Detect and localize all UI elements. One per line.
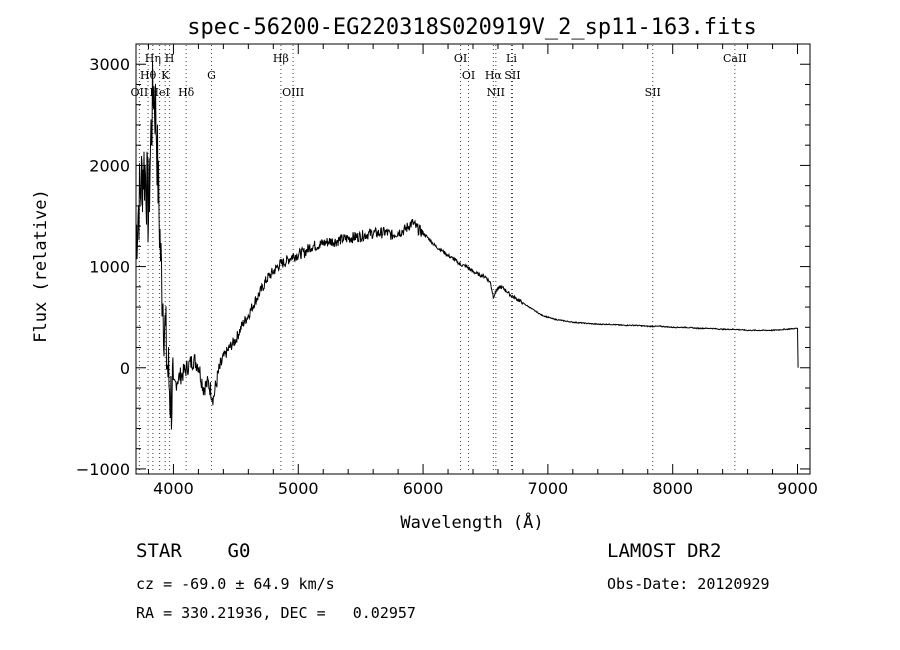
line-marker-label: Hβ: [273, 52, 289, 65]
line-marker-label: Hδ: [178, 86, 195, 99]
observation-date: Obs-Date: 20120929: [607, 575, 770, 593]
line-marker-label: OII: [131, 86, 149, 99]
line-marker-label: Hθ: [140, 69, 157, 82]
x-tick-label: 4000: [153, 479, 194, 498]
redshift-cz: cz = -69.0 ± 64.9 km/s: [136, 575, 335, 593]
line-marker-label: H: [165, 52, 175, 65]
line-marker-label: Hη: [145, 52, 161, 65]
line-marker-label: SII: [504, 69, 520, 82]
axis-ticks: 4000 5000 6000 7000 8000 9000 −1000 0 1000 2000 30…: [76, 44, 818, 498]
y-tick-label: 2000: [89, 156, 130, 175]
survey-name: LAMOST DR2: [607, 540, 722, 562]
spectrum-line: [135, 60, 799, 430]
line-marker-label: K: [161, 69, 170, 82]
spectral-class: STAR G0: [136, 540, 251, 562]
x-tick-label: 9000: [777, 479, 818, 498]
x-tick-label: 7000: [528, 479, 569, 498]
line-marker-label: Li: [506, 52, 517, 65]
y-tick-label: −1000: [76, 460, 130, 479]
y-tick-label: 3000: [89, 55, 130, 74]
line-marker-label: Hα: [485, 69, 503, 82]
x-axis-label: Wavelength (Å): [400, 511, 543, 533]
line-marker-label: NII: [487, 86, 505, 99]
x-tick-label: 6000: [403, 479, 444, 498]
plot-frame: [135, 43, 811, 475]
x-tick-label: 8000: [652, 479, 693, 498]
x-tick-label: 5000: [278, 479, 319, 498]
line-marker-label: OI: [454, 52, 467, 65]
line-marker-label: G: [207, 69, 216, 82]
line-marker-label: OIII: [282, 86, 304, 99]
y-tick-label: 0: [120, 359, 130, 378]
line-marker-label: CaII: [723, 52, 747, 65]
chart-title: spec-56200-EG220318S020919V_2_sp11-163.f…: [187, 15, 757, 40]
line-marker-label: SII: [645, 86, 661, 99]
y-tick-label: 1000: [89, 258, 130, 277]
ra-dec: RA = 330.21936, DEC = 0.02957: [136, 604, 416, 622]
line-marker-label: OI: [462, 69, 475, 82]
y-axis-label: Flux (relative): [31, 189, 51, 343]
